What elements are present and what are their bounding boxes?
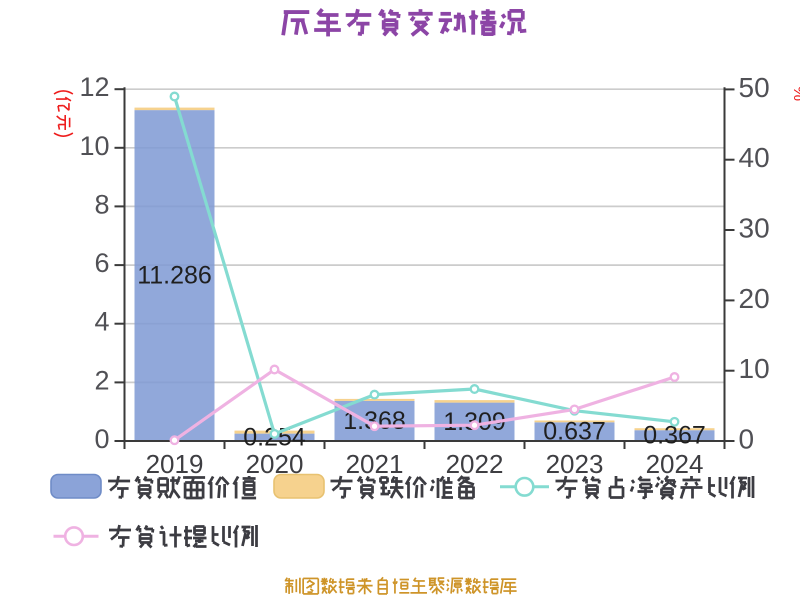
svg-text:30: 30 xyxy=(739,213,770,244)
svg-text:%: % xyxy=(790,86,800,101)
svg-text:0: 0 xyxy=(739,424,755,455)
svg-text:0: 0 xyxy=(94,424,109,454)
svg-text:4: 4 xyxy=(94,307,109,337)
svg-text:0.637: 0.637 xyxy=(543,418,606,446)
svg-text:2: 2 xyxy=(94,365,109,395)
svg-text:40: 40 xyxy=(739,142,770,173)
svg-text:10: 10 xyxy=(739,353,770,384)
svg-text:12: 12 xyxy=(79,72,109,102)
svg-text:2021: 2021 xyxy=(346,449,404,479)
svg-text:2024: 2024 xyxy=(646,449,704,479)
svg-text:2023: 2023 xyxy=(546,449,604,479)
svg-text:6: 6 xyxy=(94,248,109,278)
svg-text:8: 8 xyxy=(94,189,109,219)
svg-text:11.286: 11.286 xyxy=(137,262,212,290)
svg-text:20: 20 xyxy=(739,283,770,314)
svg-text:2022: 2022 xyxy=(446,449,504,479)
svg-text:2019: 2019 xyxy=(146,449,204,479)
svg-text:50: 50 xyxy=(739,72,770,103)
svg-text:10: 10 xyxy=(79,131,109,161)
